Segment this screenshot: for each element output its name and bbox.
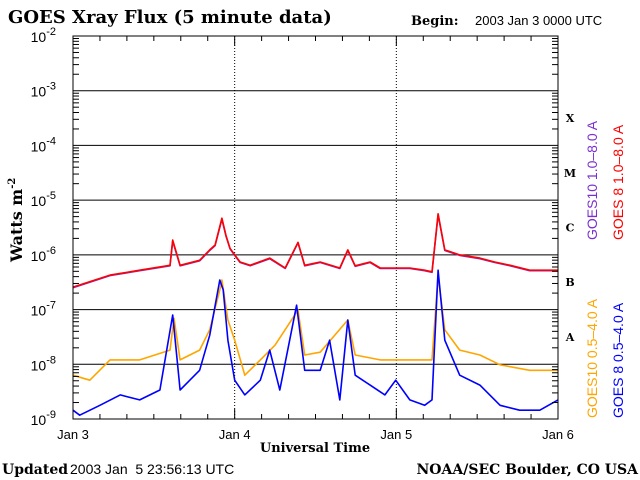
y-tick-label: 10-3	[31, 81, 56, 100]
legend-entry: GOES 8 1.0–8.0 A	[610, 124, 626, 240]
legend: GOES10 1.0–8.0 A GOES 8 1.0–8.0 A GOES10 0…	[584, 120, 626, 418]
x-axis-title: Universal Time	[260, 441, 370, 456]
flare-class-label: A	[565, 331, 575, 344]
y-tick-label: 10-8	[31, 354, 56, 373]
y-tick-label: 10-5	[31, 190, 56, 209]
y-axis-title: Watts m-2	[7, 178, 26, 263]
plot-frame	[72, 35, 559, 420]
series-line-1	[72, 213, 558, 288]
y-tick-label: 10-7	[31, 300, 56, 319]
legend-label: GOES10 1.0–8.0 A	[584, 120, 600, 240]
axis-ticks	[72, 36, 559, 419]
y-axis-title-text: Watts m-2	[7, 178, 26, 263]
legend-entry: GOES10 0.5–4.0 A	[584, 298, 600, 418]
legend-entry: GOES 8 0.5–4.0 A	[610, 302, 626, 418]
x-tick-label: Jan 6	[542, 427, 574, 442]
y-tick-label: 10-2	[31, 26, 56, 45]
x-tick-label: Jan 4	[219, 427, 251, 442]
series-line-3	[72, 269, 559, 416]
x-tick-label: Jan 3	[57, 427, 89, 442]
begin-value: 2003 Jan 3 0000 UTC	[475, 13, 602, 28]
grid-lines	[73, 36, 558, 419]
y-tick-label: 10-9	[31, 409, 56, 428]
legend-entry: GOES10 1.0–8.0 A	[584, 120, 600, 240]
x-tick-label: Jan 5	[380, 427, 412, 442]
flare-class-label: C	[566, 222, 575, 235]
updated-value: 2003 Jan 5 23:56:13 UTC	[70, 461, 234, 477]
flare-class-label: M	[564, 167, 576, 180]
data-series	[72, 213, 559, 416]
series-line-0	[72, 214, 558, 289]
legend-label: GOES 8 0.5–4.0 A	[610, 302, 626, 418]
flare-class-label: X	[566, 112, 575, 125]
chart-title: GOES Xray Flux (5 minute data)	[8, 7, 332, 28]
flare-class-label: B	[565, 276, 574, 289]
legend-label: GOES 8 1.0–8.0 A	[610, 124, 626, 240]
begin-label: Begin:	[411, 14, 459, 29]
updated-label: Updated	[2, 462, 68, 478]
y-tick-label: 10-6	[31, 245, 56, 264]
legend-label: GOES10 0.5–4.0 A	[584, 298, 600, 418]
y-tick-label: 10-4	[31, 135, 56, 154]
credit-text: NOAA/SEC Boulder, CO USA	[417, 462, 640, 478]
